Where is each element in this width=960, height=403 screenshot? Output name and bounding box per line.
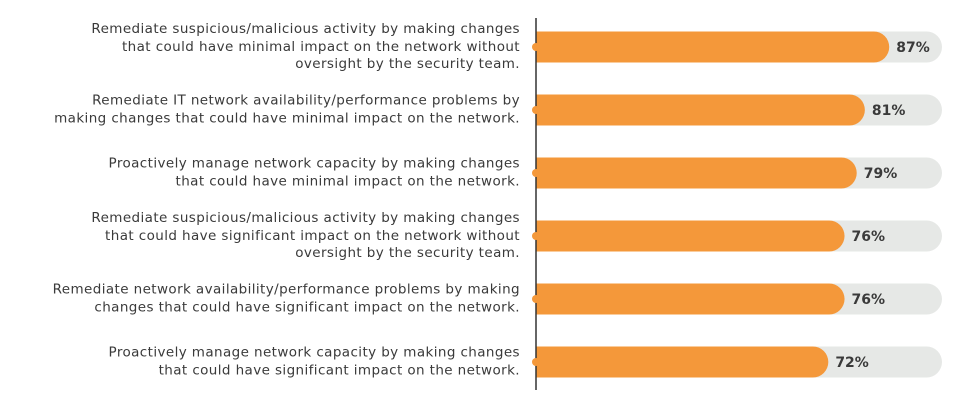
value-label: 79% [864,166,898,182]
axis-dot [532,43,540,51]
axis-dot [532,106,540,114]
category-label: Proactively manage network capacity by m… [108,344,520,379]
bar [536,346,829,378]
category-label: Remediate suspicious/malicious activity … [91,209,520,261]
value-label: 76% [852,229,886,245]
category-label: Proactively manage network capacity by m… [108,155,520,190]
axis-dot [532,232,540,240]
bar [536,31,890,63]
axis-dot [532,358,540,366]
value-label: 81% [872,103,906,119]
axis-dot [532,295,540,303]
bar [536,220,845,252]
value-label: 76% [852,292,886,308]
category-label: Remediate IT network availability/perfor… [54,92,520,127]
bar [536,157,857,189]
value-label: 72% [835,355,869,371]
value-label: 87% [896,40,930,56]
axis-dot [532,169,540,177]
bar [536,94,865,126]
category-label: Remediate suspicious/malicious activity … [91,20,520,72]
bar [536,283,845,315]
category-label: Remediate network availability/performan… [52,281,520,316]
